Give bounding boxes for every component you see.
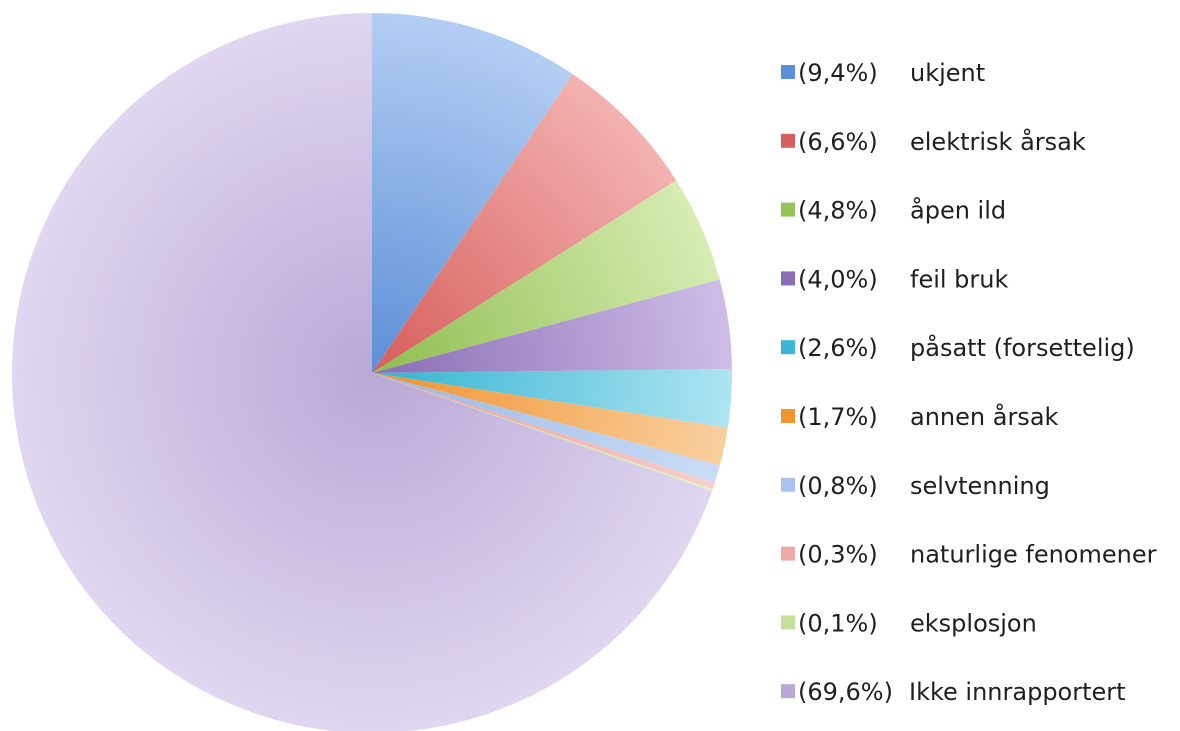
legend-percent-9: (0,1%)	[798, 609, 878, 637]
pie-slice-9	[372, 373, 713, 492]
legend-swatch-8	[781, 546, 795, 561]
pie-slice-10	[12, 13, 712, 731]
legend-percent-3: (4,8%)	[798, 197, 878, 225]
pie-slice-7	[372, 373, 720, 483]
legend-percent-4: (4,0%)	[798, 265, 878, 293]
pie-slice-4	[372, 279, 732, 373]
pie-slice-6	[372, 373, 728, 466]
legend-percent-1: (9,4%)	[798, 59, 878, 87]
legend-label-7: selvtenning	[910, 472, 1050, 500]
pie-slice-5	[372, 369, 733, 428]
legend-label-2: elektrisk årsak	[910, 127, 1086, 156]
legend-label-4: feil bruk	[910, 265, 1008, 293]
legend: (9,4%) ukjent (6,6%) elektrisk årsak (4,8%) å…	[781, 59, 1157, 706]
legend-swatch-10	[781, 684, 795, 699]
legend-percent-5: (2,6%)	[798, 334, 878, 362]
legend-swatch-3	[781, 202, 795, 217]
legend-label-6: annen årsak	[910, 402, 1059, 431]
legend-swatch-2	[781, 133, 795, 148]
legend-swatch-6	[781, 409, 795, 423]
legend-swatch-7	[781, 477, 795, 492]
legend-percent-6: (1,7%)	[798, 403, 878, 431]
legend-swatch-1	[781, 65, 795, 79]
legend-percent-10: (69,6%)	[798, 678, 893, 706]
pie-slices	[12, 13, 733, 731]
legend-percent-7: (0,8%)	[798, 472, 878, 500]
legend-label-1: ukjent	[910, 59, 985, 87]
legend-label-3: åpen ild	[910, 196, 1006, 225]
legend-percent-8: (0,3%)	[798, 541, 878, 569]
legend-swatch-4	[781, 271, 795, 286]
legend-swatch-9	[781, 615, 795, 630]
legend-swatch-5	[781, 340, 795, 355]
legend-percent-2: (6,6%)	[798, 128, 878, 156]
pie-slice-3	[372, 180, 720, 373]
pie-slice-8	[372, 373, 715, 490]
legend-label-8: naturlige fenomener	[910, 541, 1157, 569]
legend-label-10: Ikke innrapportert	[909, 678, 1126, 706]
pie-slice-1	[372, 13, 573, 373]
pie-slice-2	[372, 74, 677, 373]
legend-label-9: eksplosjon	[910, 609, 1037, 637]
legend-label-5: påsatt (forsettelig)	[910, 333, 1135, 362]
